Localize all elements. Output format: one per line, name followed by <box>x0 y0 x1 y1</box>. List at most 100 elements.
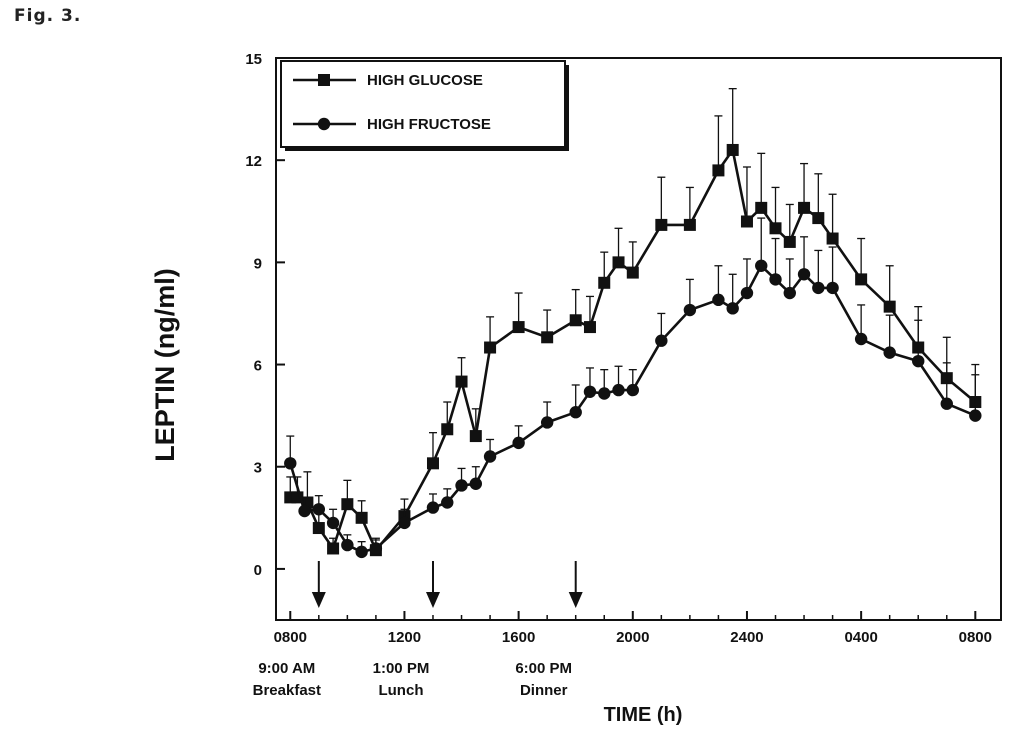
data-point-circle <box>883 346 896 359</box>
plot-frame <box>275 57 1002 621</box>
data-point-circle <box>569 406 582 419</box>
data-point-square <box>826 232 839 245</box>
data-point-circle <box>854 332 868 346</box>
data-point-square <box>541 331 554 344</box>
data-point-square <box>426 457 439 470</box>
series-high-glucose <box>284 88 982 557</box>
y-tick-label: 3 <box>254 460 262 477</box>
data-point-circle <box>598 387 611 400</box>
data-point-circle <box>284 457 297 470</box>
x-tick-label: 1600 <box>502 629 535 646</box>
data-point-circle <box>469 477 483 490</box>
data-point-square <box>441 423 454 436</box>
data-point-circle <box>683 303 697 317</box>
data-point-square <box>798 201 811 214</box>
data-point-circle <box>655 334 668 347</box>
x-tick-label: 0800 <box>274 629 307 646</box>
data-point-circle <box>341 538 354 552</box>
y-tick-label: 12 <box>245 153 262 170</box>
data-point-square <box>655 218 668 231</box>
data-point-circle <box>455 479 468 492</box>
data-point-circle <box>969 409 982 422</box>
meal-time-label: 1:00 PM <box>373 660 430 677</box>
y-axis-title: LEPTIN (ng/ml) <box>150 268 180 461</box>
legend: HIGH GLUCOSE HIGH FRUCTOSE <box>280 60 569 151</box>
data-point-circle <box>940 397 953 410</box>
data-point-square <box>783 235 796 248</box>
x-axis-title: TIME (h) <box>604 704 683 726</box>
data-point-square <box>327 542 340 555</box>
data-point-circle <box>812 281 825 295</box>
axis-ticks-layer: 0 3 6 9 12 15 0800 1200 1600 2000 2400 0400 0800 <box>245 51 992 646</box>
data-point-circle <box>369 542 383 555</box>
data-point-square <box>712 164 725 177</box>
series-line <box>289 264 976 554</box>
data-point-square <box>769 222 782 235</box>
y-tick-label: 6 <box>254 358 262 375</box>
x-tick-label: 2400 <box>730 629 763 646</box>
data-point-circle <box>298 504 311 518</box>
data-point-square <box>598 276 611 289</box>
data-point-circle <box>797 268 811 281</box>
data-point-square <box>740 215 753 228</box>
data-point-square <box>583 321 596 334</box>
data-point-square <box>455 375 468 388</box>
data-point-circle <box>483 450 497 463</box>
data-point-circle <box>826 281 839 295</box>
data-point-square <box>626 266 639 279</box>
data-point-circle <box>426 501 440 514</box>
plot-frame-layer <box>275 57 1002 621</box>
data-point-circle <box>726 302 739 315</box>
meal-arrows-layer: 9:00 AM Breakfast 1:00 PM Lunch 6:00 PM Dinne… <box>253 561 583 699</box>
data-point-square <box>512 321 525 334</box>
data-point-circle <box>326 516 340 530</box>
meal-time-label: 6:00 PM <box>515 660 572 677</box>
data-point-circle <box>755 259 768 272</box>
data-point-square <box>612 256 625 269</box>
data-point-square <box>569 314 582 327</box>
data-point-square <box>726 143 739 156</box>
figure-label: Fig. 3. <box>14 6 82 26</box>
data-point-circle <box>740 286 754 300</box>
data-point-circle <box>769 273 782 286</box>
legend-square-marker <box>318 74 330 86</box>
series-layer <box>284 88 982 559</box>
meal-time-label: 9:00 AM <box>258 660 315 677</box>
legend-circle-marker <box>317 117 331 131</box>
meal-name-label: Dinner <box>520 682 568 699</box>
data-point-square <box>812 212 825 225</box>
data-point-square <box>341 498 354 511</box>
legend-label: HIGH GLUCOSE <box>367 72 483 89</box>
x-tick-label: 1200 <box>388 629 421 646</box>
x-tick-label: 0800 <box>959 629 992 646</box>
legend-label: HIGH FRUCTOSE <box>367 116 491 133</box>
data-point-circle <box>712 293 725 307</box>
data-point-circle <box>583 385 597 398</box>
data-point-circle <box>612 383 625 397</box>
y-tick-label: 9 <box>254 255 262 272</box>
data-point-circle <box>355 545 368 559</box>
data-point-square <box>312 522 325 535</box>
data-point-circle <box>783 286 796 300</box>
meal-name-label: Lunch <box>378 682 423 699</box>
data-point-circle <box>512 436 525 450</box>
series-line <box>290 148 977 552</box>
data-point-square <box>484 341 497 354</box>
data-point-square <box>855 273 868 286</box>
data-point-square <box>683 218 696 231</box>
data-point-circle <box>398 516 411 530</box>
meal-arrow-head <box>425 592 440 608</box>
meal-arrow-head <box>311 592 326 608</box>
data-point-square <box>355 511 368 524</box>
data-point-circle <box>540 416 554 429</box>
meal-arrow-head <box>568 592 583 608</box>
y-tick-label: 15 <box>245 51 262 68</box>
data-point-square <box>469 430 482 443</box>
x-tick-label: 2000 <box>616 629 649 646</box>
data-point-circle <box>312 503 326 516</box>
data-point-circle <box>441 496 454 509</box>
data-point-square <box>755 201 768 214</box>
data-point-square <box>883 300 896 313</box>
series-high-fructose <box>284 217 982 559</box>
